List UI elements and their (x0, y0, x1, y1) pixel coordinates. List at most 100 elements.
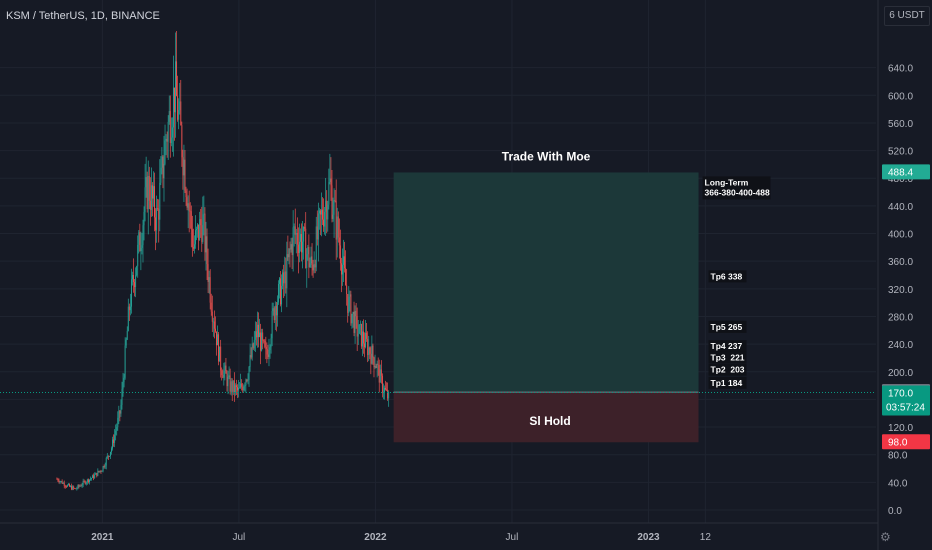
candle-body (113, 439, 115, 443)
candle-body (125, 339, 127, 346)
candle-body (161, 156, 163, 168)
candle-body (304, 226, 306, 229)
tp-label-bg (708, 376, 747, 389)
candle-body (104, 465, 106, 468)
candle-body (232, 380, 234, 392)
candle-body (59, 481, 61, 483)
candle-body (57, 478, 59, 481)
candle-body (140, 247, 142, 252)
candle-body (82, 481, 84, 485)
candle-body (335, 200, 337, 240)
candle-body (217, 334, 218, 346)
candle-body (196, 228, 197, 231)
candle-body (137, 244, 139, 267)
candle-body (158, 208, 160, 220)
x-tick-label: 2022 (364, 532, 387, 543)
candle-body (296, 233, 298, 245)
candle-body (180, 101, 182, 126)
candle-body (333, 200, 335, 215)
tp-label-bg (708, 320, 747, 333)
candle-body (193, 244, 195, 249)
candle-body (167, 121, 169, 142)
candle-body (206, 236, 208, 265)
candle-body (144, 187, 146, 212)
candle-body (87, 479, 89, 482)
candle-body (288, 248, 290, 258)
candle-body (93, 475, 95, 479)
candle-body (365, 332, 367, 348)
gear-icon[interactable]: ⚙ (880, 530, 891, 544)
candle-body (106, 455, 108, 459)
candle-body (62, 482, 64, 484)
candle-body (208, 277, 210, 282)
candle-body (387, 389, 389, 399)
tp-label: Tp5 265 (711, 322, 743, 332)
tp-label-bg (708, 270, 747, 283)
candle-body (348, 296, 350, 313)
candle-body (187, 203, 189, 208)
candle-body (295, 233, 297, 235)
candle-body (301, 234, 302, 253)
candle-body (175, 61, 176, 113)
candle-body (265, 346, 267, 350)
target-price-tag-bg (882, 164, 930, 180)
candle-body (339, 245, 341, 264)
candle-body (229, 375, 231, 392)
candle-body (150, 185, 152, 210)
candle-body (292, 227, 294, 256)
candle-body (353, 311, 355, 333)
candle-body (277, 283, 279, 303)
candle-body (273, 308, 275, 321)
candle-body (263, 340, 265, 342)
tp-label: Tp1 184 (711, 378, 743, 388)
candle-body (190, 211, 192, 230)
candle-body (323, 219, 325, 227)
candle-body (357, 333, 359, 337)
candle-body (76, 488, 78, 490)
candle-body (72, 486, 74, 490)
y-tick-label: 360.0 (888, 257, 913, 268)
candle-body (237, 387, 238, 391)
candle-body (210, 302, 212, 312)
candle-body (255, 331, 257, 338)
candle-body (186, 197, 188, 208)
candle-body (315, 226, 317, 268)
candle-body (246, 379, 248, 381)
candle-body (166, 138, 168, 142)
candle-body (235, 385, 237, 388)
candle-body (359, 324, 361, 325)
tp-label: Tp3 221 (711, 352, 745, 362)
candle-body (274, 305, 276, 321)
candle-body (264, 340, 266, 347)
candle-body (204, 213, 206, 253)
candle-body (324, 211, 326, 227)
candle-body (218, 334, 220, 362)
candle-body (279, 278, 280, 284)
candle-body (64, 485, 66, 487)
candle-body (352, 311, 354, 314)
candle-body (130, 279, 132, 307)
candle-body (172, 87, 174, 128)
candle-body (225, 365, 227, 374)
candle-body (135, 275, 137, 288)
candle-body (139, 232, 141, 252)
candle-body (354, 310, 356, 333)
candle-body (81, 484, 83, 486)
candle-body (378, 364, 380, 383)
candle-body (309, 263, 311, 268)
countdown-label: 03:57:24 (886, 403, 925, 414)
candle-body (347, 294, 349, 313)
candle-body (115, 430, 117, 435)
y-tick-label: 240.0 (888, 340, 913, 351)
candle-body (71, 485, 73, 490)
chart-title: KSM / TetherUS, 1D, BINANCE (6, 10, 160, 22)
candle-body (149, 200, 151, 210)
candle-body (90, 478, 91, 480)
tp-label-bg (708, 340, 747, 353)
candle-body (307, 246, 309, 255)
candle-body (141, 245, 143, 248)
currency-unit-button[interactable]: 6 USDT (884, 6, 930, 26)
candle-body (345, 268, 347, 286)
candle-body (164, 140, 166, 164)
